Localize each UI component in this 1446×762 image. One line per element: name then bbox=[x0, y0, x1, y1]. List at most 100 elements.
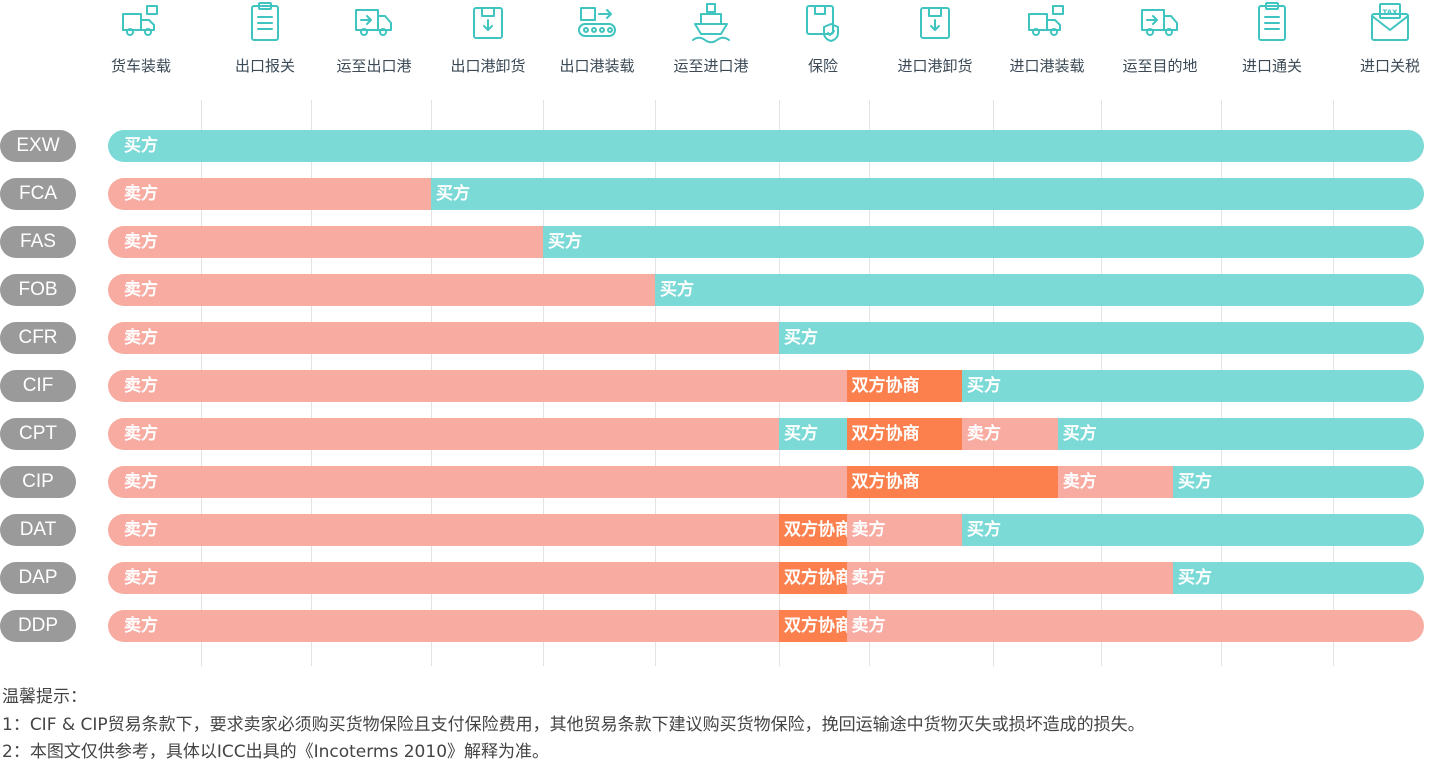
segment-label: 买方 bbox=[967, 376, 1001, 396]
responsibility-bar-exw: 买方 bbox=[108, 130, 1424, 162]
step-4: 出口港卸货 bbox=[428, 0, 548, 75]
note-line-1: 1：CIF & CIP贸易条款下，要求卖家必须购买货物保险且支付保险费用，其他贸… bbox=[2, 715, 1145, 735]
segment-label: 卖方 bbox=[124, 616, 158, 636]
step-label: 进口港卸货 bbox=[897, 57, 973, 75]
note-title: 温馨提示： bbox=[2, 687, 87, 707]
segment-label: 双方协商 bbox=[784, 616, 852, 636]
delivery-truck-icon bbox=[1141, 9, 1178, 36]
segment-label: 卖方 bbox=[124, 328, 158, 348]
step-label: 进口关税 bbox=[1359, 57, 1420, 75]
term-label-dap: DAP bbox=[0, 562, 76, 594]
box-down-icon bbox=[473, 7, 503, 39]
step-6: 运至进口港 bbox=[651, 0, 771, 75]
segment-buyer: 买方 bbox=[108, 130, 1424, 162]
svg-text:TAX: TAX bbox=[1382, 9, 1398, 17]
step-2: 出口报关 bbox=[205, 0, 325, 75]
step-12: TAX 进口关税 bbox=[1330, 0, 1446, 75]
segment-label: 双方协商 bbox=[851, 376, 920, 396]
step-label: 运至出口港 bbox=[336, 57, 412, 75]
segment-label: 买方 bbox=[784, 328, 818, 348]
segment-label: 买方 bbox=[1178, 568, 1212, 588]
segment-label: 卖方 bbox=[851, 568, 886, 588]
step-5: 出口港装载 bbox=[537, 0, 657, 75]
segment-seller: 卖方 bbox=[108, 322, 779, 354]
step-label: 进口港装载 bbox=[1009, 57, 1085, 75]
segment-label: 卖方 bbox=[124, 280, 158, 300]
segment-negotiate: 双方协商 bbox=[846, 418, 962, 450]
segment-label: 卖方 bbox=[967, 424, 1001, 444]
term-label-fob: FOB bbox=[0, 274, 76, 306]
step-label: 进口通关 bbox=[1241, 57, 1302, 75]
segment-label: 双方协商 bbox=[784, 520, 852, 540]
responsibility-bar-fca: 卖方 买方 bbox=[108, 178, 1424, 210]
responsibility-bar-cfr: 卖方 买方 bbox=[108, 322, 1424, 354]
step-label: 出口港卸货 bbox=[450, 57, 526, 75]
segment-label: 买方 bbox=[1062, 424, 1097, 444]
segment-label: 卖方 bbox=[1062, 472, 1097, 492]
step-label: 保险 bbox=[807, 57, 838, 75]
responsibility-bar-cpt: 卖方 买方 双方协商 卖方 买方 bbox=[108, 418, 1424, 450]
segment-seller: 卖方 bbox=[108, 370, 847, 402]
segment-buyer: 买方 bbox=[655, 274, 1424, 306]
segment-seller: 卖方 bbox=[846, 610, 1424, 642]
segment-label: 卖方 bbox=[851, 520, 886, 540]
segment-buyer: 买方 bbox=[543, 226, 1424, 258]
segment-buyer: 买方 bbox=[1057, 418, 1424, 450]
term-label-fca: FCA bbox=[0, 178, 76, 210]
segment-label: 卖方 bbox=[124, 520, 158, 540]
segment-seller: 卖方 bbox=[108, 418, 779, 450]
segment-seller: 卖方 bbox=[1057, 466, 1173, 498]
truck-loading-icon bbox=[122, 5, 158, 36]
segment-label: 买方 bbox=[784, 424, 818, 444]
step-9: 进口港装载 bbox=[987, 0, 1107, 75]
term-label-cfr: CFR bbox=[0, 322, 76, 354]
responsibility-bar-dap: 卖方 双方协商 卖方 买方 bbox=[108, 562, 1424, 594]
step-7: 保险 bbox=[763, 0, 883, 75]
responsibility-bar-fob: 卖方 买方 bbox=[108, 274, 1424, 306]
responsibility-bar-ddp: 卖方 双方协商 卖方 bbox=[108, 610, 1424, 642]
segment-label: 买方 bbox=[548, 232, 582, 252]
segment-label: 卖方 bbox=[124, 424, 158, 444]
segment-seller: 卖方 bbox=[108, 514, 779, 546]
term-label-exw: EXW bbox=[0, 130, 76, 162]
segment-buyer: 买方 bbox=[962, 514, 1424, 546]
segment-label: 卖方 bbox=[124, 568, 158, 588]
segment-negotiate: 双方协商 bbox=[846, 466, 1058, 498]
term-label-dat: DAT bbox=[0, 514, 76, 546]
truck-loading-icon bbox=[1028, 5, 1064, 36]
segment-seller: 卖方 bbox=[108, 610, 779, 642]
step-label: 出口报关 bbox=[234, 57, 295, 75]
segment-buyer: 买方 bbox=[431, 178, 1424, 210]
segment-seller: 卖方 bbox=[108, 562, 779, 594]
segment-label: 双方协商 bbox=[784, 568, 852, 588]
tax-envelope-icon: TAX bbox=[1371, 3, 1409, 41]
segment-label: 卖方 bbox=[851, 616, 886, 636]
segment-label: 卖方 bbox=[124, 376, 158, 396]
responsibility-bar-fas: 卖方 买方 bbox=[108, 226, 1424, 258]
segment-label: 买方 bbox=[1178, 472, 1212, 492]
segment-label: 买方 bbox=[967, 520, 1001, 540]
segment-seller: 卖方 bbox=[108, 274, 655, 306]
term-label-cif: CIF bbox=[0, 370, 76, 402]
segment-seller: 卖方 bbox=[108, 226, 543, 258]
step-label: 运至目的地 bbox=[1122, 57, 1198, 75]
responsibility-bar-dat: 卖方 双方协商 卖方 买方 bbox=[108, 514, 1424, 546]
segment-negotiate: 双方协商 bbox=[779, 610, 852, 642]
segment-seller: 卖方 bbox=[108, 466, 847, 498]
step-10: 运至目的地 bbox=[1100, 0, 1220, 75]
conveyor-icon bbox=[578, 7, 616, 37]
term-label-cip: CIP bbox=[0, 466, 76, 498]
step-8: 进口港卸货 bbox=[875, 0, 995, 75]
term-label-cpt: CPT bbox=[0, 418, 76, 450]
segment-label: 买方 bbox=[660, 280, 694, 300]
segment-negotiate: 双方协商 bbox=[779, 514, 852, 546]
segment-buyer: 买方 bbox=[962, 370, 1424, 402]
segment-label: 卖方 bbox=[124, 184, 158, 204]
segment-label: 卖方 bbox=[124, 232, 158, 252]
step-label: 货车装载 bbox=[110, 57, 171, 75]
ship-icon bbox=[692, 3, 730, 44]
segment-buyer: 买方 bbox=[1173, 466, 1424, 498]
responsibility-bar-cip: 卖方 双方协商 卖方 买方 bbox=[108, 466, 1424, 498]
step-11: 进口通关 bbox=[1212, 0, 1332, 75]
